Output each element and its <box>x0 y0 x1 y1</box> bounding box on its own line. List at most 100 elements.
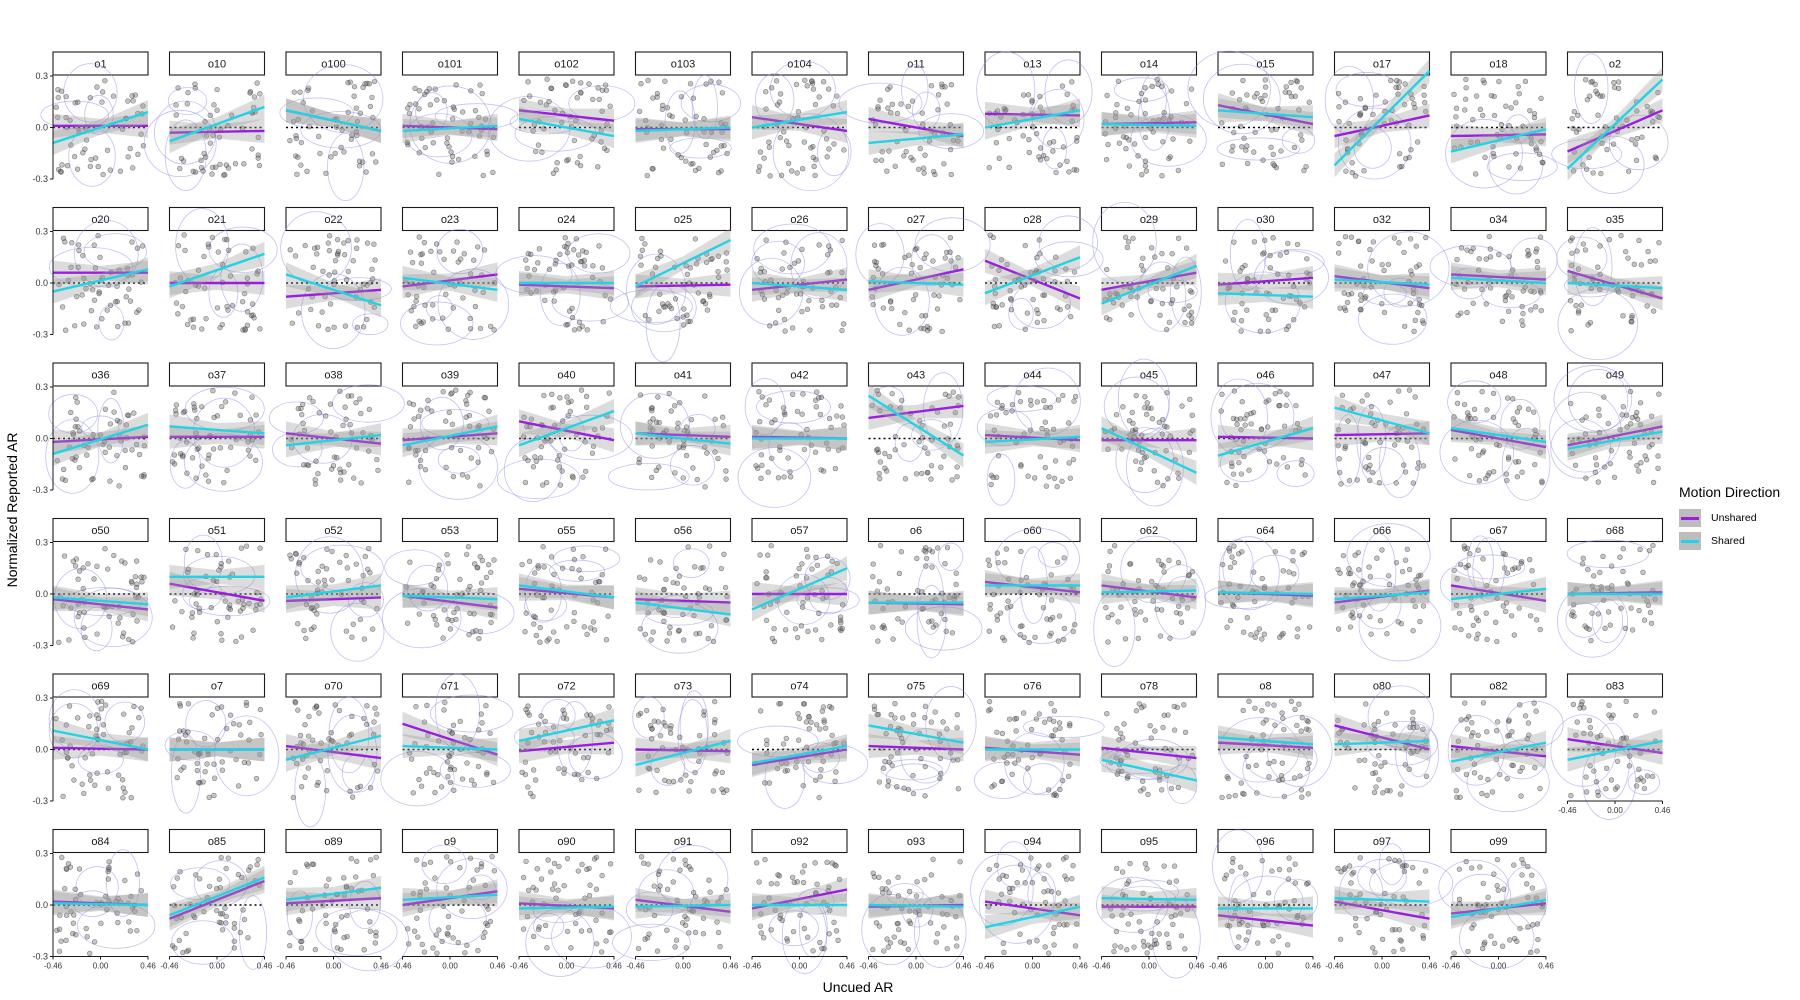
data-point <box>1633 783 1640 789</box>
data-point <box>1502 608 1509 615</box>
data-point <box>602 82 609 88</box>
data-point <box>954 464 960 470</box>
density-contour <box>838 82 923 124</box>
density-contour <box>737 447 812 508</box>
data-point <box>1020 710 1027 716</box>
data-point <box>239 298 246 305</box>
data-point <box>467 583 473 590</box>
data-point <box>912 246 918 253</box>
data-point <box>715 268 721 275</box>
facet-label: o50 <box>91 525 109 537</box>
data-point <box>1276 634 1283 641</box>
data-point <box>719 90 726 96</box>
data-point <box>1647 258 1653 265</box>
data-point <box>424 406 431 412</box>
density-contour <box>1093 591 1136 667</box>
data-point <box>1532 461 1538 468</box>
facet-label: o103 <box>671 59 695 71</box>
data-point <box>1175 559 1182 566</box>
data-point <box>1498 121 1505 128</box>
data-point <box>905 103 912 110</box>
data-point <box>463 551 470 558</box>
facet-label: o6 <box>910 525 922 537</box>
data-point <box>684 312 690 318</box>
data-point <box>1517 165 1524 171</box>
data-point <box>1065 773 1072 780</box>
data-point <box>257 326 263 332</box>
density-contour <box>669 137 732 159</box>
data-point <box>888 711 894 718</box>
data-point <box>667 624 673 631</box>
data-point <box>901 153 907 159</box>
data-point <box>1148 735 1154 741</box>
data-point <box>1226 545 1232 552</box>
facet-o56: o56 <box>634 517 732 654</box>
data-point <box>257 706 264 713</box>
data-point <box>1568 328 1574 334</box>
data-point <box>1527 613 1534 619</box>
data-point <box>941 453 947 460</box>
data-point <box>1236 459 1242 466</box>
data-point <box>69 240 75 246</box>
data-point <box>84 452 90 458</box>
data-point <box>1371 722 1377 728</box>
data-point <box>987 606 993 612</box>
data-point <box>1484 792 1490 799</box>
data-point <box>1494 719 1501 725</box>
data-point <box>800 391 806 397</box>
data-point <box>761 155 767 161</box>
facet-o18: o18 <box>1445 51 1558 195</box>
data-point <box>1059 478 1065 485</box>
data-point <box>62 239 68 245</box>
data-point <box>446 144 452 150</box>
data-point <box>1024 310 1031 316</box>
data-point <box>1239 144 1245 150</box>
data-point <box>1251 149 1257 155</box>
data-point <box>914 555 920 561</box>
data-point <box>1003 409 1009 416</box>
data-point <box>799 246 805 252</box>
data-point <box>687 318 693 325</box>
data-point <box>839 327 845 334</box>
data-point <box>440 315 446 321</box>
data-point <box>134 871 141 877</box>
data-point <box>372 705 378 711</box>
data-point <box>222 905 228 911</box>
data-point <box>802 77 808 84</box>
data-point <box>483 574 490 581</box>
data-point <box>931 292 937 298</box>
data-point <box>97 254 103 261</box>
data-point <box>1404 546 1411 553</box>
data-point <box>1339 392 1346 398</box>
data-point <box>1149 416 1156 422</box>
data-point <box>427 102 434 108</box>
data-point <box>359 159 366 165</box>
data-point <box>571 618 577 625</box>
data-point <box>986 164 992 171</box>
data-point <box>999 635 1006 641</box>
data-point <box>1487 254 1494 260</box>
data-point <box>1295 626 1301 632</box>
data-point <box>1050 614 1056 621</box>
data-point <box>1159 173 1165 179</box>
data-point <box>937 775 943 782</box>
data-point <box>302 774 308 780</box>
data-point <box>349 794 356 800</box>
data-point <box>214 107 220 113</box>
data-point <box>666 112 673 118</box>
data-point <box>221 479 227 486</box>
data-point <box>329 577 335 583</box>
data-point <box>696 630 703 637</box>
data-point <box>460 295 466 301</box>
data-point <box>553 167 559 173</box>
data-point <box>1519 303 1525 310</box>
data-point <box>1412 603 1418 610</box>
data-point <box>311 624 317 630</box>
data-point <box>1620 568 1626 575</box>
data-point <box>823 136 830 142</box>
data-point <box>639 235 645 242</box>
data-point <box>1399 783 1405 789</box>
data-point <box>581 263 588 269</box>
data-point <box>1519 469 1525 475</box>
density-contour <box>415 92 448 132</box>
